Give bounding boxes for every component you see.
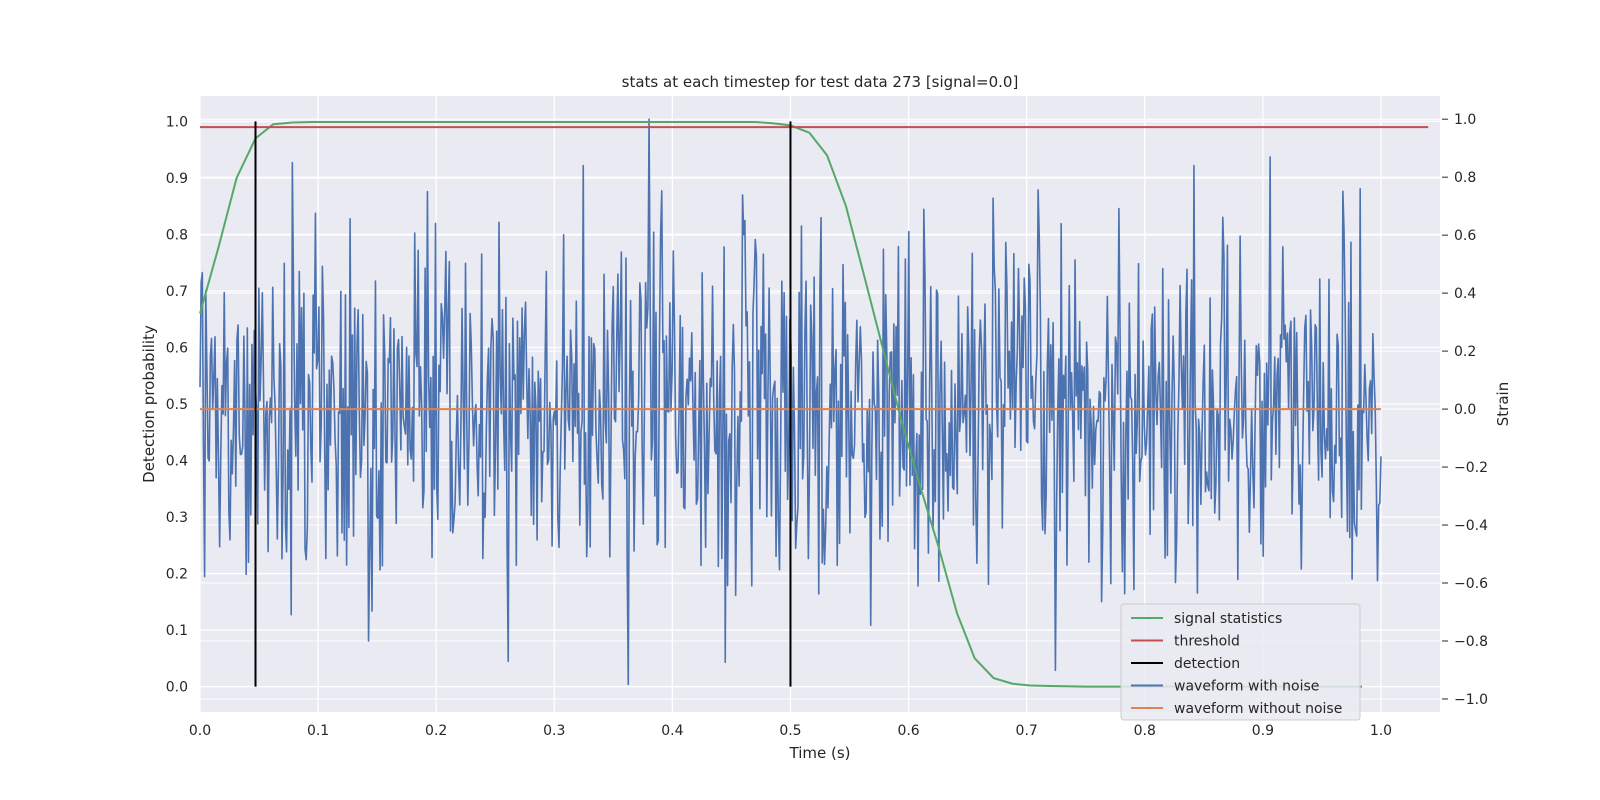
x-tick-label: 0.8 [1134,723,1156,739]
y-tick-label-left: 0.4 [166,454,188,470]
y-axis-label-left: Detection probability [140,325,158,483]
x-tick-label: 0.9 [1252,723,1274,739]
tick-labels: 0.0 0.1 0.2 0.3 0.4 0.5 0.6 0.7 0.8 0.9 1.0 0.0 0.1 0… [166,112,1488,739]
y-tick-label-right: 0.2 [1454,344,1476,360]
y-tick-label-right: 0.4 [1454,286,1476,302]
y-tick-label-left: 0.7 [166,284,188,300]
x-tick-label: 0.0 [189,723,211,739]
y-tick-label-left: 0.2 [166,567,188,583]
y-tick-label-left: 1.0 [166,114,188,130]
y-tick-label-right: −0.8 [1454,634,1488,650]
legend-label: threshold [1174,634,1240,650]
x-axis-label: Time (s) [789,744,851,762]
y-tick-label-left: 0.1 [166,623,188,639]
x-tick-label: 0.5 [779,723,801,739]
y-tick-label-right: −0.6 [1454,576,1488,592]
x-tick-label: 0.1 [307,723,329,739]
y-tick-label-right: −1.0 [1454,692,1488,708]
legend: signal statistics threshold detection wavef… [1120,603,1361,721]
y-tick-label-right: 0.0 [1454,402,1476,418]
legend-box [1120,603,1361,721]
x-tick-label: 0.2 [425,723,447,739]
legend-label: waveform without noise [1174,701,1342,717]
y-tick-label-left: 0.0 [166,680,188,696]
y-tick-label-left: 0.6 [166,340,188,356]
y-tick-label-right: 0.8 [1454,170,1476,186]
x-tick-label: 0.3 [543,723,565,739]
x-tick-label: 0.6 [897,723,919,739]
y-tick-label-left: 0.3 [166,510,188,526]
series-signal-statistics [199,121,1363,688]
chart-title: stats at each timestep for test data 273… [622,73,1019,91]
x-tick-label: 0.7 [1016,723,1038,739]
y-tick-label-left: 0.5 [166,397,188,413]
y-tick-label-left: 0.9 [166,171,188,187]
series-layer [199,118,1429,688]
y-tick-label-left: 0.8 [166,227,188,243]
x-tick-label: 0.4 [661,723,683,739]
x-tick-label: 1.0 [1370,723,1392,739]
y-tick-label-right: −0.4 [1454,518,1488,534]
legend-label: detection [1174,656,1240,672]
y-axis-label-right: Strain [1494,382,1512,426]
y-tick-label-right: 1.0 [1454,112,1476,128]
y-tick-label-right: −0.2 [1454,460,1488,476]
legend-label: waveform with noise [1174,679,1319,695]
legend-label: signal statistics [1174,611,1282,627]
y-tick-label-right: 0.6 [1454,228,1476,244]
